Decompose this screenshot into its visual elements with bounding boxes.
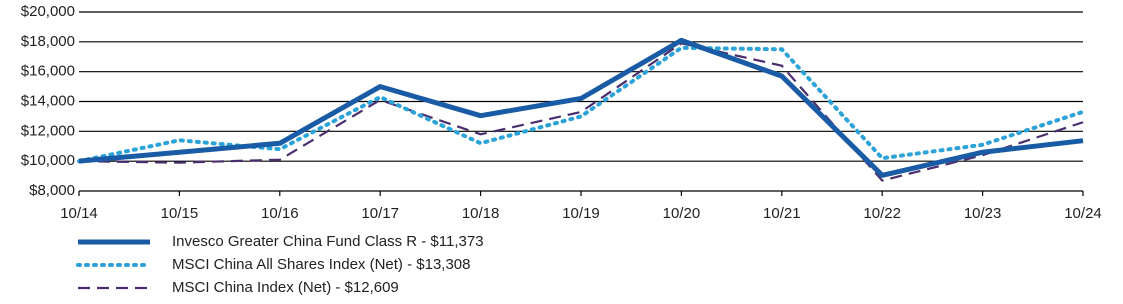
x-tick-label: 10/21	[763, 205, 801, 222]
y-tick-label: $10,000	[21, 152, 75, 169]
series-line	[78, 37, 1084, 178]
y-tick-label: $18,000	[21, 33, 75, 50]
y-tick-label: $16,000	[21, 63, 75, 80]
y-tick-label: $8,000	[29, 182, 75, 199]
x-tick-label: 10/22	[863, 205, 901, 222]
y-tick-label: $12,000	[21, 122, 75, 139]
y-tick-label: $20,000	[21, 3, 75, 20]
legend-label: Invesco Greater China Fund Class R - $11…	[172, 233, 484, 250]
x-tick-label: 10/18	[462, 205, 500, 222]
legend-label: MSCI China All Shares Index (Net) - $13,…	[172, 256, 470, 273]
x-tick-label: 10/16	[261, 205, 299, 222]
x-tick-label: 10/19	[562, 205, 600, 222]
x-tick-label: 10/24	[1064, 205, 1102, 222]
x-tick-label: 10/17	[361, 205, 399, 222]
x-tick-label: 10/20	[663, 205, 701, 222]
x-tick-label: 10/15	[161, 205, 199, 222]
x-tick-label: 10/14	[60, 205, 98, 222]
series-line	[77, 45, 1085, 164]
x-tick-label: 10/23	[964, 205, 1002, 222]
y-tick-label: $14,000	[21, 92, 75, 109]
series-line	[78, 42, 1084, 182]
legend-label: MSCI China Index (Net) - $12,609	[172, 279, 399, 296]
